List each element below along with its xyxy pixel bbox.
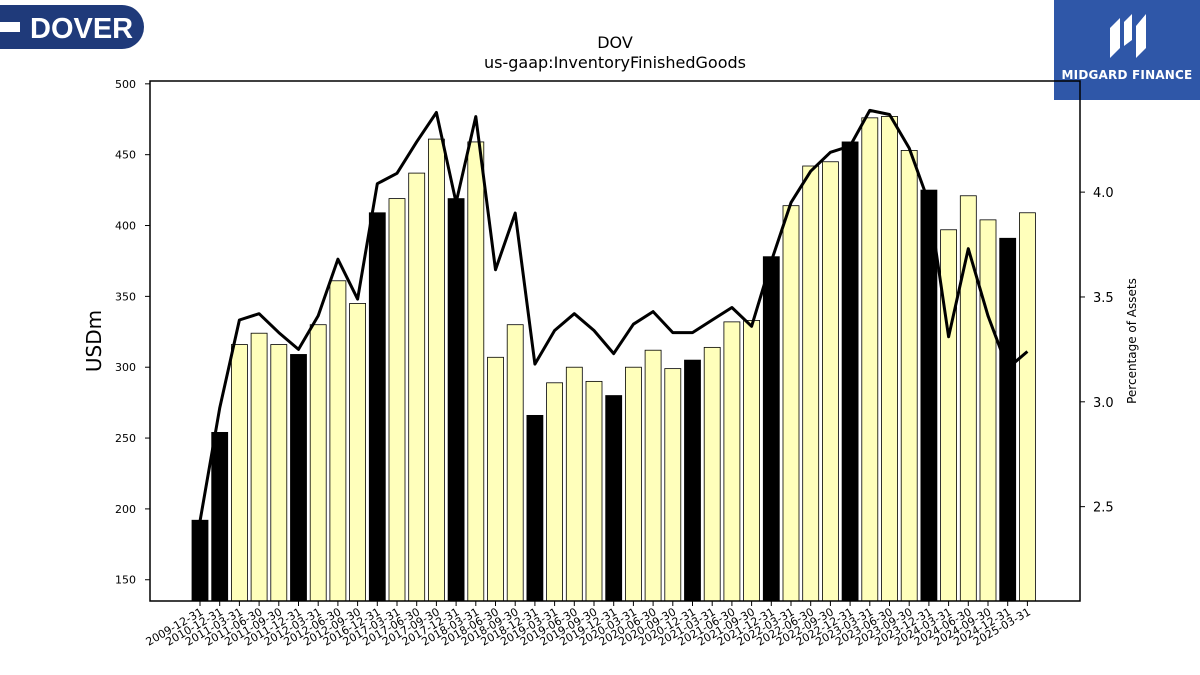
bar-2024-09-30 [979, 219, 997, 602]
y-tick-label: 150 [115, 574, 136, 587]
bar-2017-09-30 [427, 138, 445, 602]
bar-2010-12-31 [211, 431, 229, 602]
bar-2023-12-31 [920, 189, 938, 602]
y2-tick-label: 3.5 [1093, 291, 1114, 306]
bar-2018-12-31 [526, 414, 544, 602]
bar-2016-12-31 [368, 212, 386, 602]
x-axis: 2009-12-312010-12-312011-03-312011-06-30… [144, 601, 1033, 649]
y-axis-left: 150 200 250 300 350 400 450 500 [115, 78, 150, 587]
bar-2019-09-30 [585, 380, 603, 602]
y-tick-label: 400 [115, 220, 136, 233]
bar-2018-03-31 [467, 141, 485, 602]
dover-logo-shape [0, 5, 144, 49]
percentage-of-assets-line [198, 108, 1029, 522]
dover-logo-notch [0, 22, 20, 32]
midgard-emblem-icon [1110, 14, 1146, 58]
bar-2019-12-31 [605, 395, 623, 602]
bar-2023-06-30 [881, 116, 898, 602]
dover-logo-text: DOVER [30, 13, 133, 45]
bar-2019-03-31 [546, 382, 563, 602]
bar-2024-12-31 [999, 237, 1017, 602]
bar-2011-12-31 [290, 354, 307, 602]
y-axis-right: 2.5 3.0 3.5 4.0 [1080, 186, 1114, 516]
dover-logo: DOVER [0, 5, 144, 49]
midgard-finance-logo: MIDGARD FINANCE [1054, 0, 1200, 100]
percentage-line-series [198, 108, 1029, 522]
bar-2018-09-30 [506, 324, 524, 602]
plot-frame [149, 80, 1081, 602]
bar-2021-09-30 [743, 320, 760, 602]
chart-title: DOV [597, 33, 633, 52]
midgard-finance-text: MIDGARD FINANCE [1061, 68, 1193, 82]
bar-2022-12-31 [841, 141, 859, 602]
bar-2022-06-30 [802, 165, 820, 602]
bar-2011-09-30 [270, 344, 288, 602]
bar-2020-12-31 [684, 359, 701, 602]
bar-2011-06-30 [250, 332, 268, 602]
bar-2021-12-31 [762, 256, 780, 602]
bar-2022-03-31 [782, 205, 800, 602]
y-tick-label: 300 [115, 361, 136, 374]
bar-2025-03-31 [1019, 212, 1036, 602]
bar-2020-06-30 [644, 349, 662, 602]
bar-2020-03-31 [625, 366, 642, 602]
bar-2021-03-31 [703, 346, 721, 602]
bar-2024-03-31 [940, 229, 957, 602]
y-axis-left-label: USDm [82, 310, 106, 372]
bar-2017-06-30 [408, 172, 426, 602]
bar-2012-06-30 [329, 280, 347, 602]
chart-subtitle: us-gaap:InventoryFinishedGoods [484, 53, 746, 72]
y-tick-label: 500 [115, 78, 136, 91]
y2-tick-label: 2.5 [1093, 501, 1114, 516]
bar-2009-12-31 [191, 519, 209, 602]
bar-2017-12-31 [447, 198, 465, 602]
bar-2012-09-30 [349, 303, 367, 602]
bar-2017-03-31 [388, 198, 406, 602]
bar-2021-06-30 [723, 321, 741, 602]
y-tick-label: 450 [115, 149, 136, 162]
bar-2011-03-31 [230, 344, 248, 602]
bar-2024-06-30 [959, 195, 977, 602]
bar-2020-09-30 [664, 368, 682, 602]
bar-2018-06-30 [487, 356, 504, 602]
y-axis-right-label: Percentage of Assets [1125, 278, 1139, 404]
y-tick-label: 200 [115, 503, 136, 516]
bar-series [191, 116, 1036, 602]
bar-2012-03-31 [309, 324, 327, 602]
bar-2019-06-30 [565, 366, 583, 602]
y2-tick-label: 4.0 [1093, 186, 1114, 201]
y-tick-label: 350 [115, 290, 136, 303]
bar-2022-09-30 [822, 161, 839, 602]
bar-2023-03-31 [861, 117, 879, 602]
bar-2023-09-30 [900, 150, 918, 602]
y2-tick-label: 3.0 [1093, 396, 1114, 411]
y-tick-label: 250 [115, 432, 136, 445]
